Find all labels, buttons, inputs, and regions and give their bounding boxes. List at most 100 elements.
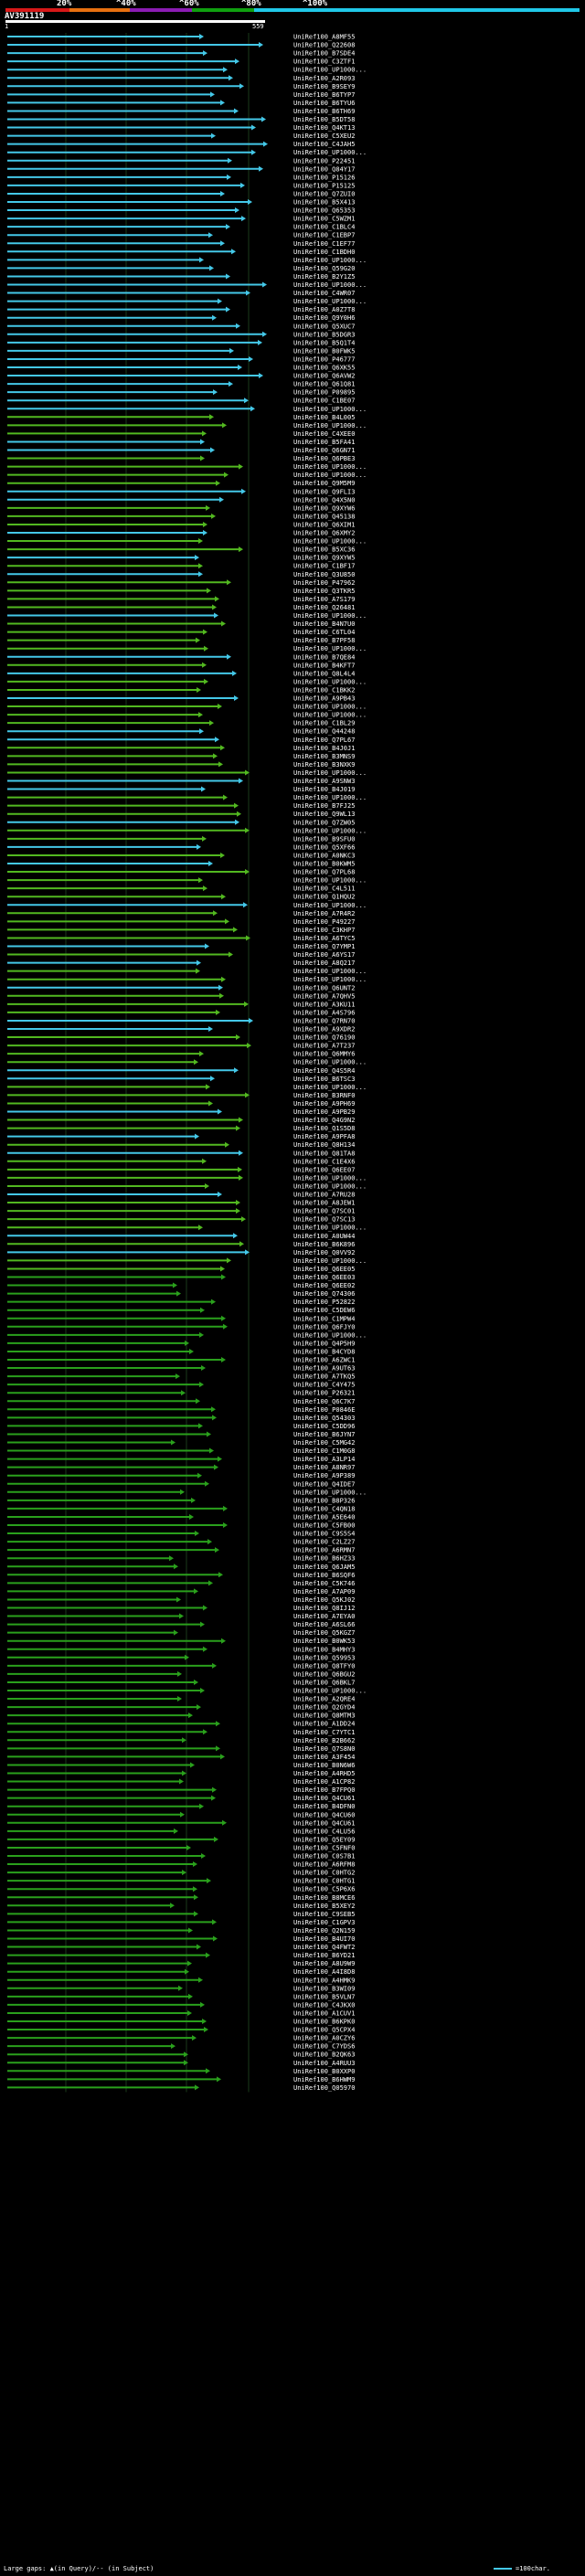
hit-row[interactable]: UniRef100_C4XEE0 — [7, 430, 355, 438]
hit-label[interactable]: UniRef100_Q59G20 — [293, 265, 355, 272]
hit-row[interactable]: UniRef100_B9SFU0 — [7, 835, 355, 843]
hit-row[interactable]: UniRef100_C1M0G8 — [7, 1447, 355, 1455]
hit-row[interactable]: UniRef100_UP1000... — [7, 678, 367, 685]
hit-label[interactable]: UniRef100_Q8TFY0 — [293, 1662, 355, 1670]
hit-row[interactable]: UniRef100_Q5XUC7 — [7, 323, 355, 330]
hit-row[interactable]: UniRef100_A7S179 — [7, 596, 355, 603]
hit-row[interactable]: UniRef100_UP1000... — [7, 298, 367, 305]
hit-row[interactable]: UniRef100_UP1000... — [7, 645, 367, 652]
hit-label[interactable]: UniRef100_C4XEE0 — [293, 430, 355, 438]
hit-row[interactable]: UniRef100_C5FNF0 — [7, 1844, 355, 1851]
hit-row[interactable]: UniRef100_Q9FLI3 — [7, 488, 355, 495]
hit-row[interactable]: UniRef100_UP1000... — [7, 1331, 367, 1339]
hit-label[interactable]: UniRef100_B5XEY2 — [293, 1903, 355, 1910]
hit-row[interactable]: UniRef100_A6ZWC1 — [7, 1357, 355, 1364]
hit-row[interactable]: UniRef100_UP1000... — [7, 67, 367, 74]
hit-label[interactable]: UniRef100_Q8L4L4 — [293, 670, 355, 677]
hit-label[interactable]: UniRef100_UP1000... — [293, 463, 367, 471]
hit-label[interactable]: UniRef100_A5E640 — [293, 1513, 355, 1521]
hit-row[interactable]: UniRef100_Q6AVW2 — [7, 373, 355, 380]
hit-row[interactable]: UniRef100_Q6JAM5 — [7, 1564, 355, 1571]
hit-row[interactable]: UniRef100_B0XXP0 — [7, 2068, 355, 2075]
hit-label[interactable]: UniRef100_Q54303 — [293, 1415, 355, 1422]
hit-row[interactable]: UniRef100_A3KU11 — [7, 1001, 355, 1008]
hit-label[interactable]: UniRef100_A1CUV1 — [293, 2009, 355, 2017]
hit-row[interactable]: UniRef100_B4KFT7 — [7, 662, 355, 669]
hit-label[interactable]: UniRef100_Q4IDE7 — [293, 1480, 355, 1488]
hit-label[interactable]: UniRef100_A8JEW1 — [293, 1200, 355, 1207]
hit-row[interactable]: UniRef100_B5VLN7 — [7, 1993, 355, 2000]
hit-row[interactable]: UniRef100_UP1000... — [7, 1174, 367, 1182]
hit-row[interactable]: UniRef100_B5Q1T4 — [7, 339, 355, 346]
hit-label[interactable]: UniRef100_Q0VV92 — [293, 1249, 355, 1256]
hit-label[interactable]: UniRef100_C7YDS6 — [293, 2043, 355, 2051]
hit-label[interactable]: UniRef100_C6TL04 — [293, 629, 355, 636]
hit-label[interactable]: UniRef100_B5VLN7 — [293, 1993, 355, 2000]
hit-label[interactable]: UniRef100_Q6BKL7 — [293, 1679, 355, 1686]
hit-label[interactable]: UniRef100_C9S5S4 — [293, 1531, 355, 1538]
hit-row[interactable]: UniRef100_A1CUV1 — [7, 2009, 355, 2017]
hit-row[interactable]: UniRef100_Q6BGU2 — [7, 1670, 355, 1678]
hit-row[interactable]: UniRef100_Q45138 — [7, 513, 355, 520]
hit-label[interactable]: UniRef100_UP1000... — [293, 1224, 367, 1232]
hit-label[interactable]: UniRef100_C0HTG1 — [293, 1878, 355, 1885]
hit-row[interactable]: UniRef100_UP1000... — [7, 257, 367, 264]
hit-row[interactable]: UniRef100_Q59G20 — [7, 265, 355, 272]
hit-label[interactable]: UniRef100_Q2GYD4 — [293, 1704, 355, 1712]
hit-label[interactable]: UniRef100_Q4S5R4 — [293, 1067, 355, 1075]
hit-row[interactable]: UniRef100_A4RUU3 — [7, 2060, 355, 2067]
hit-label[interactable]: UniRef100_B5XC36 — [293, 546, 355, 554]
hit-row[interactable]: UniRef100_Q6UNT2 — [7, 984, 355, 991]
hit-label[interactable]: UniRef100_Q6FJY0 — [293, 1323, 355, 1330]
hit-label[interactable]: UniRef100_A6YS17 — [293, 951, 355, 959]
hit-row[interactable]: UniRef100_Q61Q81 — [7, 381, 355, 388]
hit-label[interactable]: UniRef100_B6SQF6 — [293, 1572, 355, 1579]
hit-row[interactable]: UniRef100_C5WZM1 — [7, 216, 355, 223]
hit-label[interactable]: UniRef100_C5DD96 — [293, 1423, 355, 1430]
hit-row[interactable]: UniRef100_Q9XYW6 — [7, 504, 355, 512]
hit-row[interactable]: UniRef100_A4S796 — [7, 1009, 355, 1016]
hit-row[interactable]: UniRef100_A8U9W9 — [7, 1960, 355, 1967]
hit-label[interactable]: UniRef100_UP1000... — [293, 472, 367, 479]
hit-row[interactable]: UniRef100_Q1S5D8 — [7, 1125, 355, 1132]
hit-label[interactable]: UniRef100_C4L511 — [293, 885, 355, 893]
hit-label[interactable]: UniRef100_B4CYD8 — [293, 1348, 355, 1355]
hit-label[interactable]: UniRef100_UP1000... — [293, 968, 367, 975]
hit-label[interactable]: UniRef100_B4KFT7 — [293, 662, 355, 669]
hit-label[interactable]: UniRef100_A4RHD5 — [293, 1770, 355, 1777]
hit-label[interactable]: UniRef100_C5P6X6 — [293, 1886, 355, 1893]
hit-row[interactable]: UniRef100_B2Y1Z5 — [7, 273, 355, 281]
hit-row[interactable]: UniRef100_B3NXK9 — [7, 761, 355, 769]
hit-row[interactable]: UniRef100_Q6XK55 — [7, 365, 355, 372]
hit-row[interactable]: UniRef100_C1GPV3 — [7, 1919, 355, 1926]
hit-label[interactable]: UniRef100_B5DGR3 — [293, 331, 355, 338]
hit-label[interactable]: UniRef100_Q6XK55 — [293, 365, 355, 372]
hit-label[interactable]: UniRef100_B3NXK9 — [293, 761, 355, 769]
hit-label[interactable]: UniRef100_Q81TA8 — [293, 1150, 355, 1157]
hit-row[interactable]: UniRef100_A9P389 — [7, 1472, 355, 1479]
hit-label[interactable]: UniRef100_Q6MMY6 — [293, 1051, 355, 1058]
hit-row[interactable]: UniRef100_A9PH69 — [7, 1100, 355, 1108]
hit-label[interactable]: UniRef100_Q2N159 — [293, 1927, 355, 1935]
hit-row[interactable]: UniRef100_B2B662 — [7, 1737, 355, 1744]
hit-label[interactable]: UniRef100_UP1000... — [293, 902, 367, 909]
hit-label[interactable]: UniRef100_A4S796 — [293, 1009, 355, 1016]
hit-label[interactable]: UniRef100_C0S7B1 — [293, 1853, 355, 1860]
hit-label[interactable]: UniRef100_Q4G9N2 — [293, 1117, 355, 1124]
hit-label[interactable]: UniRef100_B0KWM5 — [293, 861, 355, 868]
hit-label[interactable]: UniRef100_Q9Y0H6 — [293, 314, 355, 322]
hit-label[interactable]: UniRef100_A6RMN7 — [293, 1547, 355, 1554]
hit-row[interactable]: UniRef100_C4L511 — [7, 885, 355, 893]
hit-row[interactable]: UniRef100_C1MPW4 — [7, 1315, 355, 1322]
hit-label[interactable]: UniRef100_B6HZ33 — [293, 1555, 355, 1563]
hit-label[interactable]: UniRef100_B6TYP7 — [293, 91, 355, 99]
hit-row[interactable]: UniRef100_B6KPK0 — [7, 2019, 355, 2026]
hit-row[interactable]: UniRef100_Q81TA8 — [7, 1150, 355, 1157]
hit-label[interactable]: UniRef100_UP1000... — [293, 976, 367, 983]
hit-row[interactable]: UniRef100_B4J019 — [7, 786, 355, 793]
hit-label[interactable]: UniRef100_A3KU11 — [293, 1001, 355, 1008]
hit-row[interactable]: UniRef100_UP1000... — [7, 406, 367, 413]
hit-label[interactable]: UniRef100_UP1000... — [293, 769, 367, 777]
hit-row[interactable]: UniRef100_C4LU56 — [7, 1828, 355, 1835]
hit-label[interactable]: UniRef100_B8P326 — [293, 1497, 355, 1504]
